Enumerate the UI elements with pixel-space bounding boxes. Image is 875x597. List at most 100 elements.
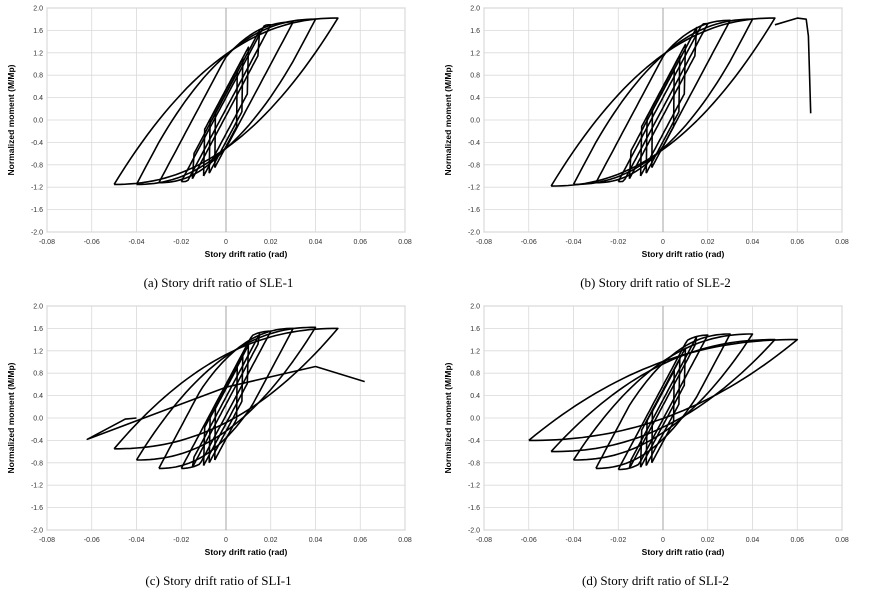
x-tick-label: 0.04 <box>746 537 760 544</box>
x-tick-label: 0 <box>661 537 665 544</box>
hysteresis-loop <box>528 338 799 442</box>
x-axis-title: Story drift ratio (rad) <box>642 547 725 557</box>
y-axis-title: Normalized moment (M/Mp) <box>6 64 16 175</box>
hysteresis-loop <box>639 43 687 177</box>
hysteresis-loop <box>595 333 731 470</box>
y-tick-label: 1.6 <box>33 28 43 35</box>
chart-panel-a: -0.08 -0.06 -0.04 -0.02 0 0.02 0.04 0.06 0.08 -2.… <box>0 0 437 298</box>
x-tick-label: -0.06 <box>521 239 537 246</box>
y-tick-label: -1.2 <box>468 185 480 192</box>
x-tick-label: -0.08 <box>476 537 492 544</box>
hysteresis-loop <box>617 334 709 471</box>
x-tick-label: 0.06 <box>790 239 804 246</box>
chart-panel-c: -0.08 -0.06 -0.04 -0.02 0 0.02 0.04 0.06 0.08 -2.… <box>0 298 437 596</box>
x-tick-label: -0.02 <box>173 537 189 544</box>
y-tick-label: 0.4 <box>470 95 480 102</box>
y-tick-label: 0.4 <box>33 95 43 102</box>
y-tick-label: -0.8 <box>31 460 43 467</box>
x-axis-title: Story drift ratio (rad) <box>205 249 288 259</box>
final-cycle-curve <box>774 17 812 114</box>
chart-caption: (d) Story drift ratio of SLI-2 <box>582 573 729 588</box>
x-tick-label: 0 <box>661 239 665 246</box>
y-tick-label: -2.0 <box>468 230 480 237</box>
y-tick-label: 2.0 <box>33 6 43 13</box>
y-tick-label: 1.6 <box>470 28 480 35</box>
y-tick-label: 0.4 <box>470 393 480 400</box>
y-tick-label: 1.2 <box>33 348 43 355</box>
x-tick-label: -0.06 <box>84 537 100 544</box>
hysteresis-loop <box>135 326 317 461</box>
x-tick-label: 0.02 <box>701 239 715 246</box>
x-tick-label: 0 <box>224 239 228 246</box>
chart-svg: -0.08 -0.06 -0.04 -0.02 0 0.02 0.04 0.06 0.08 -2.… <box>443 304 849 558</box>
hysteresis-loop <box>202 46 250 177</box>
x-tick-label: -0.08 <box>39 239 55 246</box>
x-tick-label: 0.06 <box>790 537 804 544</box>
y-tick-label: 0.4 <box>33 393 43 400</box>
x-tick-label: -0.08 <box>476 239 492 246</box>
x-tick-label: -0.06 <box>84 239 100 246</box>
x-tick-label: 0.08 <box>398 537 412 544</box>
x-tick-label: -0.02 <box>173 239 189 246</box>
y-axis-title: Normalized moment (M/Mp) <box>443 362 453 473</box>
y-tick-label: 0.0 <box>470 118 480 125</box>
hysteresis-loop <box>158 21 294 184</box>
y-tick-label: -1.2 <box>31 483 43 490</box>
y-tick-label: -2.0 <box>468 528 480 535</box>
y-tick-label: 0.8 <box>470 73 480 80</box>
y-tick-label: -0.8 <box>468 162 480 169</box>
chart-caption: (a) Story drift ratio of SLE-1 <box>143 275 294 290</box>
y-tick-label: 0.8 <box>33 73 43 80</box>
x-tick-label: 0.02 <box>701 537 715 544</box>
x-tick-label: 0.02 <box>264 537 278 544</box>
hysteresis-loop <box>113 327 339 450</box>
chart-svg: -0.08 -0.06 -0.04 -0.02 0 0.02 0.04 0.06 0.08 -2.… <box>6 304 412 558</box>
y-tick-label: -0.4 <box>31 140 43 147</box>
y-tick-label: -0.4 <box>468 140 480 147</box>
y-tick-label: 2.0 <box>470 6 480 13</box>
y-tick-label: 0.8 <box>470 371 480 378</box>
y-tick-label: -0.4 <box>468 438 480 445</box>
x-tick-label: 0.08 <box>398 239 412 246</box>
y-tick-label: -0.8 <box>31 162 43 169</box>
x-tick-label: 0.06 <box>353 239 367 246</box>
x-tick-label: 0.04 <box>746 239 760 246</box>
x-tick-label: -0.06 <box>521 537 537 544</box>
y-tick-label: -1.6 <box>468 505 480 512</box>
y-tick-label: 0.0 <box>470 416 480 423</box>
hysteresis-loop <box>550 17 776 187</box>
y-tick-label: 1.2 <box>33 50 43 57</box>
hysteresis-loop <box>191 333 261 468</box>
y-tick-label: 2.0 <box>470 304 480 311</box>
x-tick-label: -0.02 <box>610 537 626 544</box>
hysteresis-loop <box>113 17 339 186</box>
x-axis-title: Story drift ratio (rad) <box>205 547 288 557</box>
x-tick-label: 0.06 <box>353 537 367 544</box>
chart-caption: (b) Story drift ratio of SLE-2 <box>580 275 731 290</box>
y-tick-label: 1.2 <box>470 348 480 355</box>
y-tick-label: -1.6 <box>468 207 480 214</box>
x-tick-label: 0.02 <box>264 239 278 246</box>
y-tick-label: 0.0 <box>33 118 43 125</box>
x-tick-label: -0.02 <box>610 239 626 246</box>
x-tick-label: -0.04 <box>129 537 145 544</box>
x-tick-label: 0.08 <box>835 239 849 246</box>
y-tick-label: -1.6 <box>31 207 43 214</box>
y-tick-label: 2.0 <box>33 304 43 311</box>
x-tick-label: -0.04 <box>566 239 582 246</box>
chart-svg: -0.08 -0.06 -0.04 -0.02 0 0.02 0.04 0.06 0.08 -2.… <box>6 6 412 260</box>
x-tick-label: 0.04 <box>309 537 323 544</box>
x-tick-label: -0.04 <box>566 537 582 544</box>
hysteresis-loop <box>572 333 754 461</box>
y-tick-label: 1.6 <box>33 326 43 333</box>
x-tick-label: -0.04 <box>129 239 145 246</box>
y-tick-label: -2.0 <box>31 230 43 237</box>
chart-caption: (c) Story drift ratio of SLI-1 <box>145 573 292 588</box>
y-tick-label: 1.2 <box>470 50 480 57</box>
y-tick-label: 0.8 <box>33 371 43 378</box>
chart-panel-d: -0.08 -0.06 -0.04 -0.02 0 0.02 0.04 0.06 0.08 -2.… <box>437 298 874 596</box>
y-tick-label: -1.2 <box>31 185 43 192</box>
y-tick-label: 0.0 <box>33 416 43 423</box>
y-axis-title: Normalized moment (M/Mp) <box>443 64 453 175</box>
y-tick-label: -1.2 <box>468 483 480 490</box>
